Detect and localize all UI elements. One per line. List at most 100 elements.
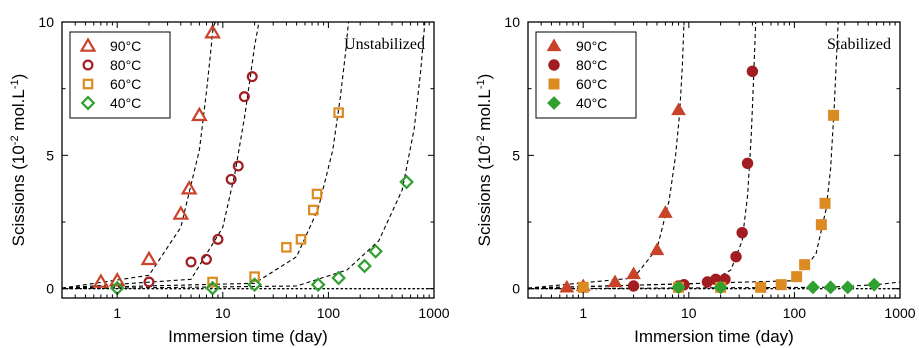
data-point [308,204,319,216]
x-tick-label: 1000 [418,305,449,321]
legend-label: 60°C [110,76,141,92]
chart-panel-2: 1 10 100 1000 0 5 10 Immersion time (day) Scissi… [475,14,916,346]
x-tick-label: 1000 [884,305,915,321]
legend: 90°C 80°C 60°C 40°C [535,31,637,119]
data-point [840,280,855,295]
data-point [212,233,224,245]
data-point [713,280,728,295]
legend-marker [548,78,560,90]
data-point [671,280,686,295]
series-1 [559,102,686,293]
data-point [225,173,237,185]
series-4 [671,277,882,295]
data-point [246,71,258,83]
x-axis-label: Immersion time (day) [168,327,328,346]
y-axis-label: Scissions (10-2 mol.L-1) [9,74,28,247]
legend-label: 60°C [576,76,607,92]
series-2 [627,65,759,292]
legend-label: 90°C [110,38,141,54]
series-4 [109,174,414,296]
data-point [310,277,326,293]
data-point [791,271,803,283]
data-point [140,250,158,266]
legend-label: 80°C [110,57,141,73]
data-point [577,281,589,293]
legend-marker [547,96,561,110]
x-tick-label: 1 [113,305,121,321]
data-point [331,270,346,286]
data-point [799,259,811,271]
data-point [828,109,840,121]
fit-curve-2 [62,22,260,289]
data-point [823,280,838,295]
data-point [249,271,260,282]
data-point [775,279,787,291]
chart-panel-1: 1 10 100 1000 0 5 10 Immersion time (day) Scissi… [9,14,450,346]
data-point [627,280,640,292]
fit-curve-1 [528,22,685,289]
data-point [368,243,383,259]
data-point [741,157,754,170]
data-point [607,274,623,288]
data-point [238,91,250,103]
data-point [143,276,155,288]
data-point [281,242,292,253]
plot-frame [61,21,435,299]
legend-marker [79,37,97,52]
legend: 90°C 80°C 60°C 40°C [69,31,171,119]
legend-marker [548,59,560,71]
data-point [815,219,827,231]
x-tick-label: 100 [783,305,807,321]
data-point [867,277,882,292]
legend-marker [546,38,562,52]
data-point [806,280,820,295]
fit-curve-4 [62,22,426,290]
data-point [207,276,218,288]
y-tick-label: 5 [512,147,520,163]
plot-frame [527,21,901,299]
data-point [247,277,262,293]
data-point [649,242,665,256]
x-tick-label: 10 [681,305,697,321]
panel-annotation: Stabilized [827,36,891,53]
data-point [333,107,344,118]
data-point [108,271,126,287]
data-point [658,205,673,218]
data-point [232,160,244,172]
data-point [204,23,221,39]
data-point [559,279,575,293]
data-point [180,179,198,195]
y-tick-label: 0 [512,281,520,297]
legend-label: 40°C [110,95,141,111]
data-point [736,226,748,239]
data-point [755,281,767,293]
data-point [172,205,190,220]
legend-marker [82,78,94,90]
legend-marker [80,95,96,111]
data-point [626,266,641,280]
data-point [205,280,220,296]
legend-box [69,31,171,119]
y-tick-label: 0 [46,281,54,297]
data-point [671,102,686,116]
data-point [746,65,759,78]
x-tick-label: 100 [317,305,341,321]
data-point [730,250,742,263]
fit-curve-3 [62,22,350,289]
data-point [357,258,372,274]
legend-label: 80°C [576,57,607,73]
data-point [92,273,110,288]
series-1 [92,23,221,288]
x-tick-label: 1 [579,305,587,321]
y-axis-label: Scissions (10-2 mol.L-1) [475,74,494,247]
series-2 [143,71,258,288]
data-point [399,174,414,190]
data-point [190,106,208,122]
y-tick-label: 10 [38,14,54,30]
legend-label: 90°C [576,38,607,54]
data-point [200,253,212,265]
x-tick-label: 10 [215,305,231,321]
series-3 [577,109,840,293]
legend-marker [82,59,94,71]
